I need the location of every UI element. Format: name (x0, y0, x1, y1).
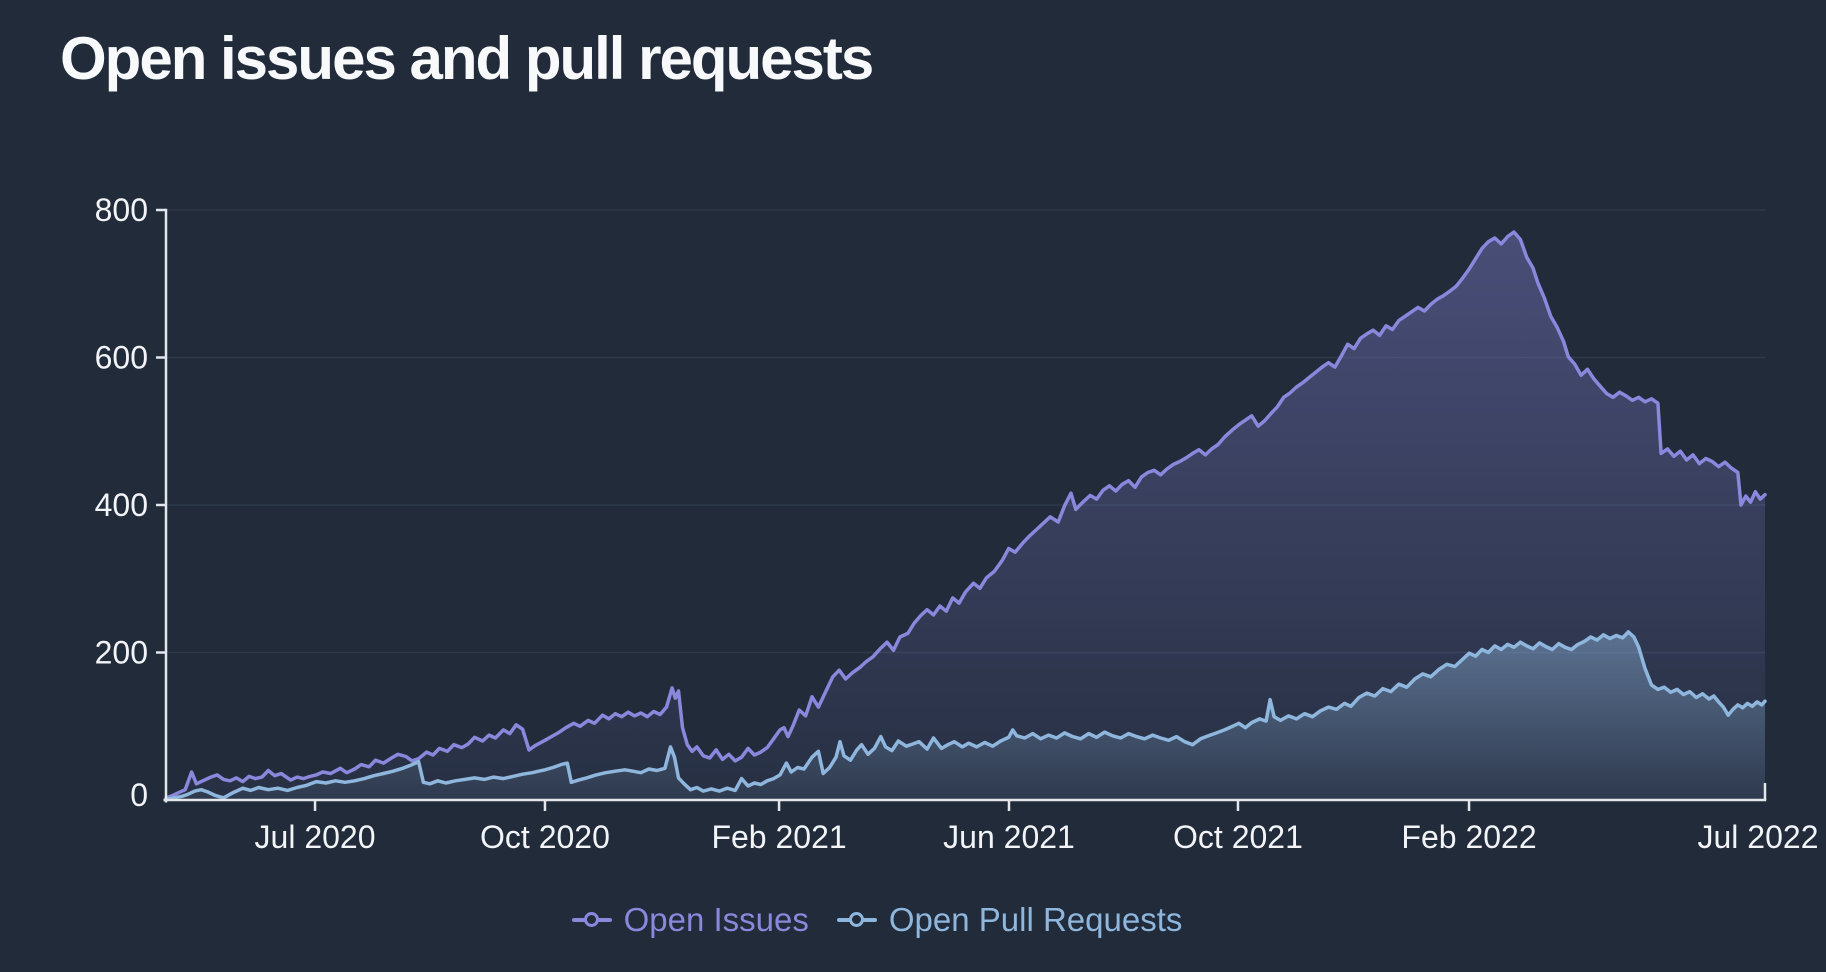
x-axis-ticks (313, 783, 1767, 811)
y-tick-label: 600 (95, 340, 148, 376)
legend: Open Issues Open Pull Requests (0, 901, 1826, 939)
x-axis-labels: Jul 2020 Oct 2020 Feb 2021 Jun 2021 Oct 2021… (255, 819, 1819, 855)
open-pull-requests-legend-icon (836, 911, 877, 929)
legend-item-open-issues[interactable]: Open Issues (571, 901, 809, 939)
open-issues-area (166, 232, 1765, 801)
y-tick-label: 200 (95, 635, 148, 671)
open-issues-legend-icon (571, 911, 612, 929)
open-issues-line (164, 230, 1767, 800)
y-tick-label: 800 (95, 192, 148, 228)
y-tick-label: 400 (95, 487, 148, 523)
y-tick-label: 0 (130, 777, 148, 813)
x-tick-label: Oct 2020 (480, 819, 610, 855)
x-tick-label: Jul 2020 (255, 819, 376, 855)
x-tick-label: Feb 2021 (711, 819, 846, 855)
legend-label-open-issues: Open Issues (623, 901, 809, 938)
chart-title: Open issues and pull requests (60, 25, 874, 92)
x-tick-label: Feb 2022 (1401, 819, 1536, 855)
y-axis-ticks (156, 208, 166, 654)
legend-label-open-pull-requests: Open Pull Requests (888, 901, 1183, 938)
x-tick-label: Jul 2022 (1698, 819, 1819, 855)
open-pull-requests-area (166, 631, 1765, 800)
x-axis: Jul 2020 Oct 2020 Feb 2021 Jun 2021 Oct 2021… (163, 783, 1819, 855)
open-pull-requests-line (164, 630, 1767, 802)
x-tick-label: Oct 2021 (1173, 819, 1303, 855)
legend-item-open-pull-requests[interactable]: Open Pull Requests (836, 901, 1183, 939)
y-axis: 800 600 400 200 0 (95, 192, 168, 813)
y-axis-labels: 800 600 400 200 0 (95, 192, 148, 813)
x-tick-label: Jun 2021 (943, 819, 1075, 855)
